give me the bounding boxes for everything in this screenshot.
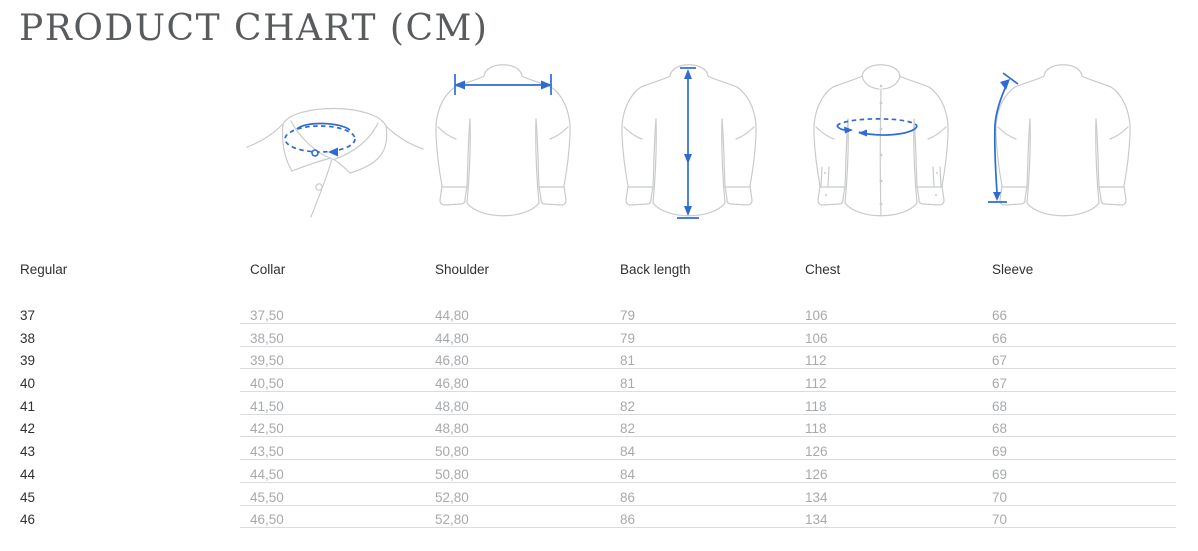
shoulder-measurement-icon xyxy=(435,64,571,217)
size-cell: 40 xyxy=(20,376,36,392)
chest-cell: 118 xyxy=(795,399,982,415)
sleeve-cell: 67 xyxy=(982,353,1176,370)
shoulder-cell: 46,80 xyxy=(425,376,610,393)
sleeve-cell: 66 xyxy=(982,331,1176,347)
shoulder-cell: 50,80 xyxy=(425,467,610,483)
page-title: PRODUCT CHART (CM) xyxy=(19,8,489,49)
column-header-regular: Regular xyxy=(20,262,68,277)
size-cell: 44 xyxy=(20,466,36,482)
collar-cell: 38,50 xyxy=(240,331,425,347)
sleeve-cell: 69 xyxy=(982,467,1176,483)
table-row: 45 45,50 52,80 86 134 70 xyxy=(20,490,1176,513)
collar-cell: 43,50 xyxy=(240,444,425,461)
chest-cell: 118 xyxy=(795,421,982,438)
table-row: 38 38,50 44,80 79 106 66 xyxy=(20,331,1176,354)
shoulder-cell: 46,80 xyxy=(425,353,610,370)
shoulder-cell: 44,80 xyxy=(425,331,610,347)
back-length-cell: 84 xyxy=(610,467,795,483)
chest-cell: 126 xyxy=(795,467,982,483)
sleeve-cell: 70 xyxy=(982,490,1176,506)
chest-cell: 112 xyxy=(795,353,982,370)
collar-cell: 39,50 xyxy=(240,353,425,370)
shoulder-cell: 52,80 xyxy=(425,490,610,506)
collar-cell: 44,50 xyxy=(240,467,425,483)
table-row: 43 43,50 50,80 84 126 69 xyxy=(20,444,1176,467)
table-header-row: Regular Collar Shoulder Back length Ches… xyxy=(20,262,1176,308)
size-cell: 43 xyxy=(20,444,36,460)
sleeve-cell: 68 xyxy=(982,399,1176,415)
back-length-cell: 84 xyxy=(610,444,795,461)
shoulder-cell: 44,80 xyxy=(425,308,610,324)
back-length-cell: 81 xyxy=(610,353,795,370)
size-cell: 37 xyxy=(20,308,36,323)
chest-cell: 106 xyxy=(795,331,982,347)
back-length-cell: 79 xyxy=(610,308,795,324)
back-length-cell: 79 xyxy=(610,331,795,347)
collar-cell: 42,50 xyxy=(240,421,425,438)
chest-cell: 134 xyxy=(795,512,982,529)
column-header-shoulder: Shoulder xyxy=(435,262,490,277)
chest-cell: 112 xyxy=(795,376,982,393)
chest-measurement-icon xyxy=(813,64,949,217)
collar-cell: 40,50 xyxy=(240,376,425,393)
column-header-back-length: Back length xyxy=(620,262,691,277)
back-length-cell: 86 xyxy=(610,490,795,506)
collar-cell: 41,50 xyxy=(240,399,425,415)
table-row: 42 42,50 48,80 82 118 68 xyxy=(20,421,1176,444)
shoulder-cell: 50,80 xyxy=(425,444,610,461)
back-length-measurement-icon xyxy=(621,64,757,219)
collar-measurement-icon xyxy=(246,107,424,218)
table-row: 41 41,50 48,80 82 118 68 xyxy=(20,399,1176,422)
collar-cell: 37,50 xyxy=(240,308,425,324)
column-header-chest: Chest xyxy=(805,262,841,277)
collar-cell: 45,50 xyxy=(240,490,425,506)
sleeve-cell: 69 xyxy=(982,444,1176,461)
table-row: 40 40,50 46,80 81 112 67 xyxy=(20,376,1176,399)
shoulder-cell: 48,80 xyxy=(425,421,610,438)
chest-cell: 134 xyxy=(795,490,982,506)
chest-cell: 126 xyxy=(795,444,982,461)
back-length-cell: 86 xyxy=(610,512,795,529)
table-row: 37 37,50 44,80 79 106 66 xyxy=(20,308,1176,331)
back-length-cell: 82 xyxy=(610,421,795,438)
sleeve-cell: 67 xyxy=(982,376,1176,393)
column-header-collar: Collar xyxy=(250,262,286,277)
size-cell: 38 xyxy=(20,330,36,346)
back-length-cell: 81 xyxy=(610,376,795,393)
sleeve-measurement-icon xyxy=(988,64,1131,217)
size-cell: 39 xyxy=(20,353,36,369)
chest-cell: 106 xyxy=(795,308,982,324)
size-cell: 46 xyxy=(20,512,36,528)
table-row: 44 44,50 50,80 84 126 69 xyxy=(20,467,1176,490)
sleeve-cell: 70 xyxy=(982,512,1176,529)
table-row: 39 39,50 46,80 81 112 67 xyxy=(20,353,1176,376)
column-header-sleeve: Sleeve xyxy=(992,262,1034,277)
sleeve-cell: 66 xyxy=(982,308,1176,324)
size-cell: 41 xyxy=(20,398,36,414)
shoulder-cell: 48,80 xyxy=(425,399,610,415)
table-row: 46 46,50 52,80 86 134 70 xyxy=(20,512,1176,535)
size-table: Regular Collar Shoulder Back length Ches… xyxy=(20,262,1176,535)
shoulder-cell: 52,80 xyxy=(425,512,610,529)
collar-cell: 46,50 xyxy=(240,512,425,529)
size-cell: 42 xyxy=(20,421,36,437)
back-length-cell: 82 xyxy=(610,399,795,415)
size-cell: 45 xyxy=(20,489,36,505)
sleeve-cell: 68 xyxy=(982,421,1176,438)
